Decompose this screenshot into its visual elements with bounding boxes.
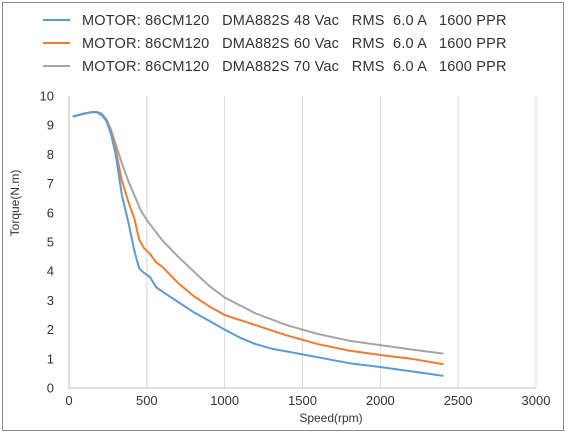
chart-frame: MOTOR: 86CM120 DMA882S 48 Vac RMS 6.0 A …: [2, 2, 564, 431]
axes: [68, 96, 536, 389]
y-tick-label: 1: [47, 351, 54, 366]
legend-label: MOTOR: 86CM120 DMA882S 70 Vac RMS 6.0 A …: [82, 59, 507, 75]
x-tick-label: 3000: [522, 393, 551, 408]
x-axis-title: Speed(rpm): [299, 411, 362, 425]
legend-label: MOTOR: 86CM120 DMA882S 60 Vac RMS 6.0 A …: [82, 36, 507, 52]
y-axis-title: Torque(N.m): [8, 170, 22, 237]
y-tick-label: 8: [47, 147, 54, 162]
y-tick-label: 3: [47, 293, 54, 308]
x-tick-label: 2500: [444, 393, 473, 408]
x-tick-labels: 0 500 1000 1500 2000 2500 3000: [65, 393, 550, 408]
y-tick-labels: 0 1 2 3 4 5 6 7 8 9 10: [40, 89, 54, 396]
y-tick-label: 2: [47, 322, 54, 337]
y-tick-label: 10: [40, 89, 54, 104]
y-tick-label: 4: [47, 264, 54, 279]
x-tick-label: 0: [65, 393, 72, 408]
legend-label: MOTOR: 86CM120 DMA882S 48 Vac RMS 6.0 A …: [82, 13, 507, 29]
y-tick-label: 0: [47, 381, 54, 396]
series-line-2: [72, 111, 444, 355]
x-tick-label: 1500: [288, 393, 317, 408]
series-lines: [72, 111, 444, 377]
x-tick-label: 1000: [210, 393, 239, 408]
x-tick-label: 500: [136, 393, 158, 408]
y-tick-label: 6: [47, 205, 54, 220]
legend: MOTOR: 86CM120 DMA882S 48 Vac RMS 6.0 A …: [43, 13, 507, 75]
y-tick-label: 9: [47, 118, 54, 133]
series-line-0: [72, 111, 444, 377]
torque-speed-chart: MOTOR: 86CM120 DMA882S 48 Vac RMS 6.0 A …: [8, 13, 550, 425]
grid-lines: [146, 96, 537, 388]
series-line-1: [72, 111, 444, 366]
y-tick-label: 5: [47, 235, 54, 250]
y-tick-label: 7: [47, 176, 54, 191]
x-tick-label: 2000: [366, 393, 395, 408]
